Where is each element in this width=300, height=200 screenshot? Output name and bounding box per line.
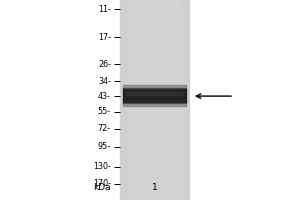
Text: 95-: 95- — [98, 142, 111, 151]
Text: 43-: 43- — [98, 92, 111, 101]
Text: 170-: 170- — [93, 179, 111, 188]
Text: 55-: 55- — [98, 107, 111, 116]
Text: kDa: kDa — [93, 183, 111, 192]
Text: 72-: 72- — [98, 124, 111, 133]
Text: 11-: 11- — [98, 5, 111, 14]
Text: 26-: 26- — [98, 60, 111, 69]
Text: 1: 1 — [152, 183, 158, 192]
Text: 34-: 34- — [98, 77, 111, 86]
Text: 130-: 130- — [93, 162, 111, 171]
Text: 17-: 17- — [98, 33, 111, 42]
